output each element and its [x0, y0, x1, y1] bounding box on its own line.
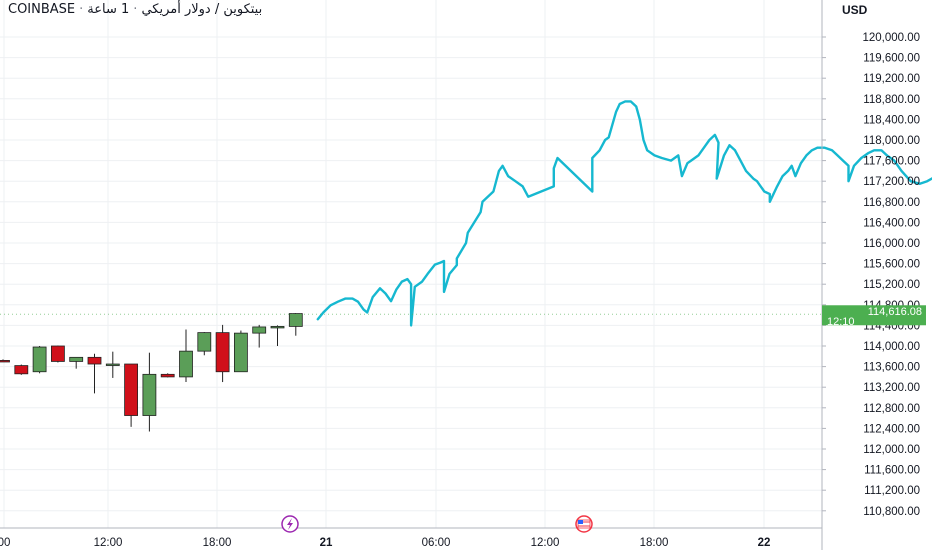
- price-tick-label: 111,600.00: [864, 465, 920, 477]
- price-tick-label: 118,400.00: [863, 114, 920, 126]
- event-markers[interactable]: [281, 515, 593, 533]
- candle-body: [288, 313, 303, 327]
- price-tick-label: 117,600.00: [863, 156, 920, 168]
- candle-body: [179, 350, 193, 378]
- drawing-stroke[interactable]: [316, 100, 932, 327]
- grid: [0, 0, 822, 528]
- price-tick-label: 116,400.00: [863, 217, 920, 229]
- candle-body: [87, 356, 102, 365]
- symbol-title[interactable]: COINBASE · بيتكوين / دولار أمريكي·1 ساعة: [8, 2, 263, 17]
- last-price-badge: [822, 305, 926, 326]
- time-tick-label: 06:00: [422, 537, 451, 549]
- price-tick-label: 112,400.00: [863, 423, 920, 435]
- candle-body: [233, 332, 248, 373]
- candles: [0, 313, 303, 432]
- countdown-label: 12:10: [827, 316, 855, 328]
- time-tick-label: 18:00: [203, 537, 232, 549]
- candle-body: [197, 332, 212, 352]
- price-tick-label: 110,800.00: [863, 506, 920, 518]
- currency-label[interactable]: USD: [842, 3, 868, 17]
- symbol-description: بيتكوين / دولار أمريكي: [141, 2, 263, 17]
- exchange-name: COINBASE: [8, 2, 76, 17]
- price-tick-label: 116,800.00: [863, 197, 920, 209]
- candle-body: [105, 363, 120, 366]
- price-tick-label: 115,600.00: [863, 259, 920, 271]
- price-tick-label: 112,800.00: [863, 403, 920, 415]
- price-tick-label: 112,000.00: [863, 444, 920, 456]
- candle-body: [124, 363, 138, 416]
- price-tick-label: 116,000.00: [863, 238, 920, 250]
- interval-label: 1 ساعة: [87, 2, 130, 17]
- us-flag-icon[interactable]: [575, 515, 593, 533]
- candle-body: [270, 326, 285, 329]
- candle-body: [252, 326, 267, 334]
- candle-body: [215, 332, 230, 373]
- time-tick-label: 21: [320, 537, 333, 549]
- candle-body: [14, 365, 29, 375]
- time-tick-label: 00: [0, 537, 10, 549]
- last-price-label: 114,616.08: [868, 306, 922, 318]
- price-tick-label: 118,000.00: [863, 135, 920, 147]
- price-tick-label: 119,200.00: [863, 73, 920, 85]
- price-tick-label: 119,600.00: [863, 53, 920, 65]
- price-tick-label: 120,000.00: [862, 32, 920, 44]
- flag-canton: [578, 520, 583, 524]
- candle-body: [32, 346, 47, 373]
- candle-body: [0, 360, 10, 363]
- time-tick-label: 18:00: [640, 537, 669, 549]
- price-tick-label: 113,600.00: [863, 362, 920, 374]
- price-tick-label: 118,800.00: [863, 94, 920, 106]
- price-tick-label: 117,200.00: [863, 176, 920, 188]
- freehand-drawing[interactable]: [316, 100, 932, 327]
- candle-body: [51, 345, 65, 362]
- time-tick-label: 22: [758, 537, 771, 549]
- candle-body: [142, 373, 157, 416]
- price-tick-label: 113,200.00: [863, 382, 920, 394]
- lightning-icon: [287, 518, 293, 530]
- lightning-icon[interactable]: [281, 515, 299, 533]
- candle-body: [69, 356, 84, 362]
- price-tick-label: 114,000.00: [863, 341, 920, 353]
- time-tick-label: 12:00: [531, 537, 560, 549]
- price-tick-label: 111,200.00: [864, 485, 920, 497]
- candle-body: [160, 373, 175, 378]
- price-tick-label: 115,200.00: [863, 279, 920, 291]
- time-tick-label: 12:00: [94, 537, 123, 549]
